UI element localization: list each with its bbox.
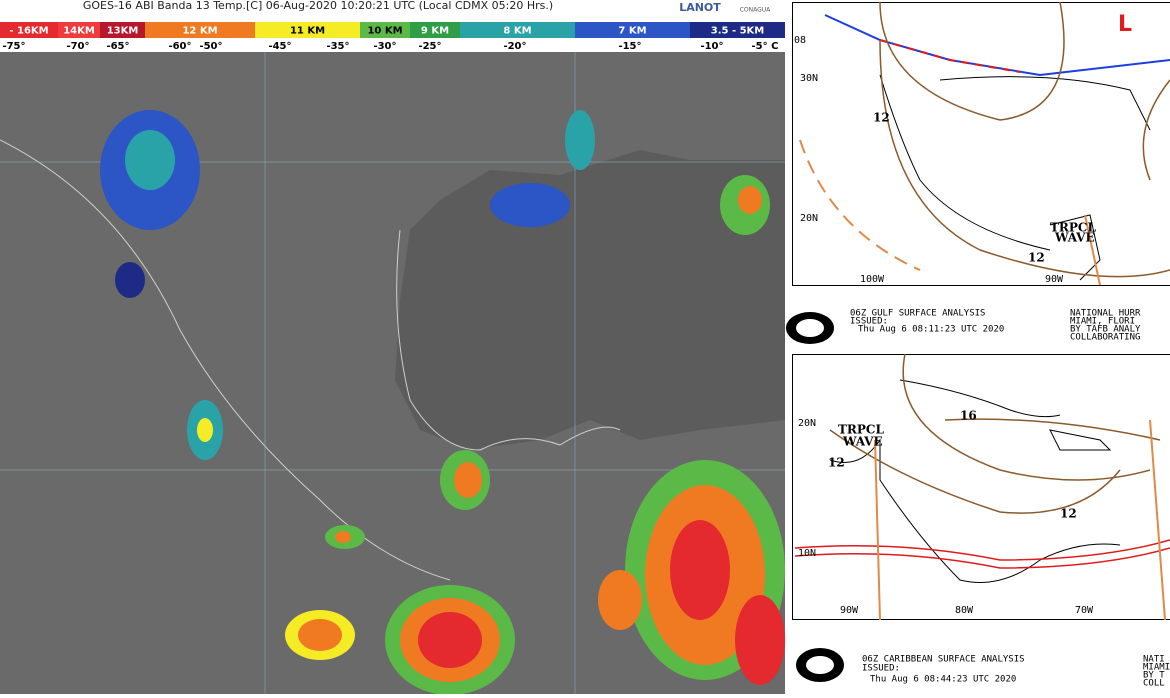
map-frame [793,355,1170,620]
temperature-label: -75° [2,41,25,52]
wave-label: WAVE [842,435,883,449]
gulf-analysis: 08 30N 20N 100W 90W 12 12 TRPCL WAVE L 0… [786,2,1170,344]
temperature-label: -20° [503,41,526,52]
caption-time: Thu Aug 6 08:44:23 UTC 2020 [870,675,1016,685]
wave-label: WAVE [1054,231,1095,245]
scale-label: 11 KM [290,26,325,37]
satellite-title: GOES-16 ABI Banda 13 Temp.[C] 06-Aug-202… [83,0,553,12]
lon-label: 70W [1075,605,1094,616]
temperature-label: -5° C [752,41,779,52]
lon-label: 90W [840,605,859,616]
lat-label: 20N [798,418,816,429]
scale-label: 14KM [63,26,95,37]
lat-label: 10N [798,548,816,559]
temperature-label: -70° [66,41,89,52]
caribbean-analysis: 20N 10N 90W 80W 70W 16 12 12 TRPCL WAVE … [793,354,1170,689]
lat-label: 30N [800,73,818,84]
logo: CONAGUA [740,7,771,14]
scale-label: 10 KM [367,26,402,37]
temperature-label: -60° [168,41,191,52]
temperature-label: -35° [326,41,349,52]
label: 08 [794,35,806,46]
scale-label: - 16KM [9,26,48,37]
temperature-label: -15° [618,41,641,52]
temperature-label: -10° [700,41,723,52]
lat-label: 20N [800,213,818,224]
temperature-label: -65° [106,41,129,52]
caption-time: Thu Aug 6 08:11:23 UTC 2020 [858,325,1004,335]
noaa-logo [806,656,834,674]
lon-label: 100W [860,274,885,285]
low-marker: L [1118,12,1132,37]
satellite-panel: GOES-16 ABI Banda 13 Temp.[C] 06-Aug-202… [0,0,785,694]
lon-label: 90W [1045,274,1064,285]
caption-issued: ISSUED: [862,664,900,674]
temperature-label: -45° [268,41,291,52]
color-scale: - 16KM 14KM 13KM 12 KM 11 KM 10 KM 9 KM 8 KM 7 K… [0,22,785,38]
isobar-label: 16 [960,409,977,423]
logo: LANOT [679,1,721,14]
caption-office: COLLABORATING [1070,333,1140,343]
map-frame [793,3,1170,286]
isobar-label: 12 [1060,507,1077,521]
noaa-logo [796,319,824,337]
scale-label: 9 KM [421,26,449,37]
temperature-label: -30° [373,41,396,52]
scale-label: 13KM [107,26,139,37]
scale-label: 12 KM [182,26,217,37]
scale-label: 3.5 - 5KM [711,26,765,37]
isobar-label: 12 [828,456,845,470]
caption-office: COLL [1143,679,1165,689]
lon-label: 80W [955,605,974,616]
isobar-label: 12 [1028,251,1045,265]
temperature-label: -50° [199,41,222,52]
temperature-label: -25° [418,41,441,52]
isobar-label: 12 [873,111,890,125]
scale-label: 7 KM [618,26,646,37]
scale-label: 8 KM [503,26,531,37]
